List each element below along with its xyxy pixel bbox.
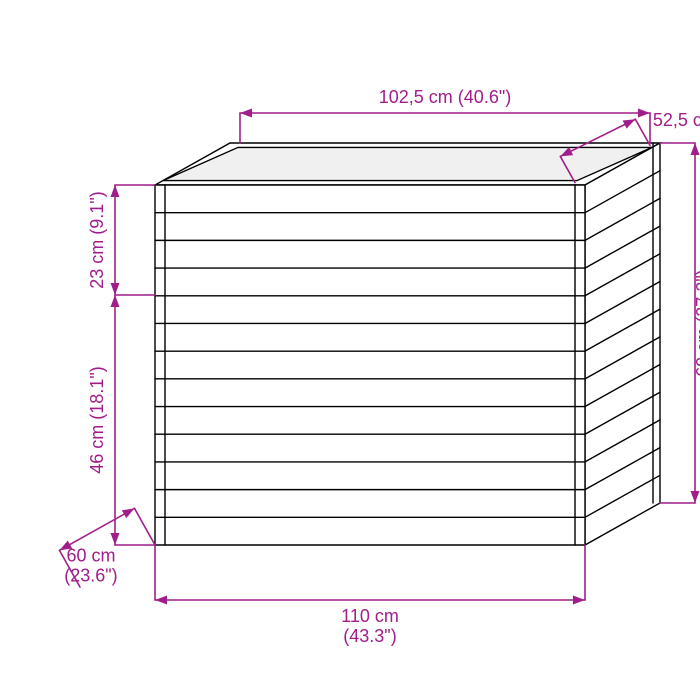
dim-right-full: 69 cm (27.2") <box>693 269 700 376</box>
dim-left-upper: 23 cm (9.1") <box>87 191 107 288</box>
dim-top-width: 102,5 cm (40.6") <box>379 87 511 107</box>
planter-box <box>155 143 660 545</box>
dim-left-lower: 46 cm (18.1") <box>87 366 107 473</box>
dim-bottom-width: 110 cm(43.3") <box>341 606 399 646</box>
dim-top-depth: 52,5 cm (20.7") <box>653 110 700 130</box>
dim-bottom-depth: 60 cm(23.6") <box>64 545 117 585</box>
